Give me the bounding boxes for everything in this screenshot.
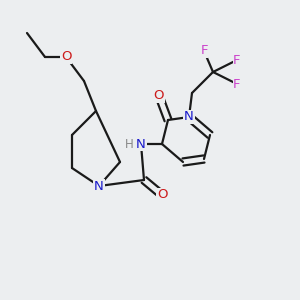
Text: N: N [184, 110, 194, 124]
Text: F: F [233, 53, 241, 67]
Text: F: F [200, 44, 208, 58]
Text: H: H [124, 137, 134, 151]
Text: F: F [233, 77, 241, 91]
Text: N: N [94, 179, 104, 193]
Text: N: N [136, 137, 146, 151]
Text: O: O [154, 89, 164, 103]
Text: O: O [157, 188, 167, 202]
Text: O: O [61, 50, 71, 64]
